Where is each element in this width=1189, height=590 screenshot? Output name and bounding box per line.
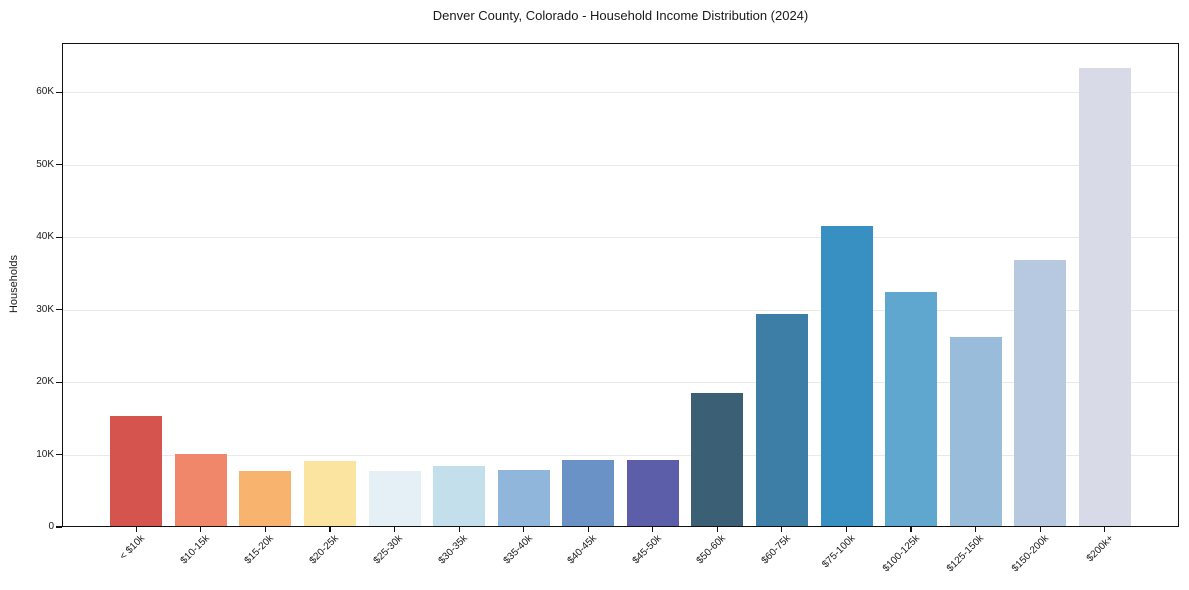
x-tick-label: $100-125k bbox=[880, 533, 922, 575]
x-tick-mark bbox=[716, 527, 718, 532]
x-tick-label: $75-100k bbox=[820, 533, 858, 571]
bar-60-75k bbox=[755, 314, 808, 527]
x-tick-mark bbox=[1039, 527, 1041, 532]
x-tick-label: < $10k bbox=[117, 533, 148, 563]
y-tick-mark bbox=[56, 453, 62, 456]
x-tick-label: $25-30k bbox=[371, 533, 406, 567]
bar-45-50k bbox=[626, 460, 679, 527]
x-tick-label: $50-60k bbox=[694, 533, 729, 567]
x-tick-mark bbox=[1104, 527, 1106, 532]
plot-area bbox=[62, 43, 1179, 527]
x-tick-mark bbox=[200, 527, 202, 532]
x-tick-label: $45-50k bbox=[630, 533, 664, 567]
bar-50-60k bbox=[691, 393, 744, 527]
bar-200k bbox=[1078, 68, 1131, 527]
chart-title: Denver County, Colorado - Household Inco… bbox=[432, 8, 809, 23]
y-tick-mark bbox=[56, 381, 62, 383]
x-tick-mark bbox=[781, 527, 783, 532]
bar-100-125k bbox=[885, 291, 937, 527]
bar-35-40k bbox=[497, 469, 550, 527]
y-axis-label: Households bbox=[8, 254, 20, 314]
bar-40-45k bbox=[562, 459, 615, 527]
gridline-20K bbox=[62, 382, 1179, 384]
x-tick-mark bbox=[135, 527, 137, 532]
y-tick-mark bbox=[56, 526, 62, 528]
x-tick-label: $200k+ bbox=[1084, 533, 1116, 565]
x-tick-mark bbox=[264, 527, 266, 532]
x-tick-mark bbox=[910, 527, 912, 532]
x-tick-label: $30-35k bbox=[436, 533, 470, 567]
x-tick-label: $40-45k bbox=[565, 533, 599, 567]
y-tick-mark bbox=[56, 91, 62, 93]
y-tick-mark bbox=[56, 309, 62, 311]
y-tick-label: 40K bbox=[36, 231, 54, 243]
x-tick-mark bbox=[393, 527, 396, 532]
y-tick-label: 30K bbox=[36, 303, 54, 315]
bar-20-25k bbox=[304, 461, 356, 527]
y-tick-mark bbox=[56, 164, 62, 166]
x-tick-mark bbox=[329, 527, 331, 532]
x-tick-label: $20-25k bbox=[307, 533, 341, 567]
gridline-60K bbox=[62, 92, 1179, 94]
bar-150-200k bbox=[1014, 259, 1067, 527]
x-tick-label: $10-15k bbox=[178, 533, 212, 567]
bar-30-35k bbox=[433, 466, 486, 527]
bar-25-30k bbox=[368, 470, 421, 527]
bar-75-100k bbox=[820, 226, 873, 527]
x-tick-label: $60-75k bbox=[759, 533, 793, 567]
y-tick-label: 10K bbox=[36, 448, 54, 460]
bar-10-15k bbox=[174, 453, 227, 527]
gridline-50K bbox=[62, 164, 1179, 166]
gridline-30K bbox=[62, 309, 1179, 311]
y-tick-label: 50K bbox=[36, 158, 54, 170]
x-tick-mark bbox=[523, 527, 525, 532]
x-tick-label: $15-20k bbox=[242, 533, 277, 567]
y-tick-label: 60K bbox=[36, 86, 54, 98]
x-tick-mark bbox=[652, 527, 654, 532]
x-tick-mark bbox=[458, 527, 460, 532]
gridline-40K bbox=[62, 237, 1179, 239]
x-tick-label: $150-200k bbox=[1009, 533, 1051, 575]
bar-125-150k bbox=[949, 337, 1002, 527]
x-tick-label: $125-150k bbox=[945, 533, 987, 575]
x-tick-mark bbox=[587, 527, 589, 532]
bar-10k bbox=[110, 416, 163, 527]
y-tick-label: 0 bbox=[48, 521, 54, 532]
y-tick-label: 20K bbox=[36, 376, 54, 388]
x-tick-label: $35-40k bbox=[501, 533, 535, 567]
x-tick-mark bbox=[975, 527, 977, 532]
bar-15-20k bbox=[239, 471, 292, 527]
x-tick-mark bbox=[845, 527, 848, 532]
gridline-10K bbox=[62, 454, 1179, 456]
y-tick-mark bbox=[56, 236, 62, 238]
